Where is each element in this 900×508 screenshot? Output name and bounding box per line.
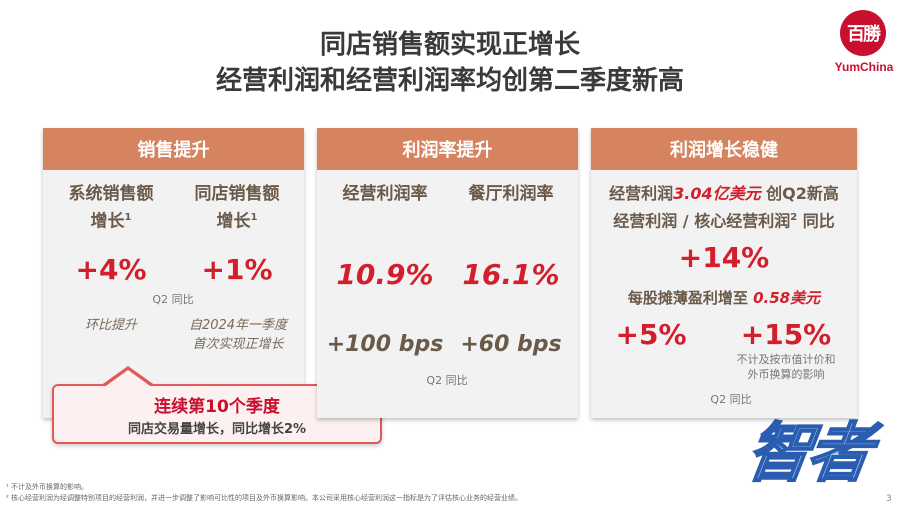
footnote-1: ¹ 不计及外币换算的影响。 [6, 483, 89, 491]
margin-period-label: Q2 同比 [426, 374, 468, 387]
same-store-sales-note: 自2024年一季度 首次实现正增长 [177, 316, 299, 354]
footnote-2: ² 核心经营利润为经调整特别项目的经营利润，并进一步调整了影响可比性的项目及外币… [6, 494, 523, 502]
same-store-sales-label: 同店销售额 增长1 [177, 182, 297, 234]
panel-sales-heading: 销售提升 [43, 128, 304, 170]
panel-sales: 销售提升 系统销售额 增长1 同店销售额 增长1 +4% +1% Q2 同比 环… [43, 128, 304, 418]
operating-profit-growth-value: +14% [678, 241, 770, 274]
restaurant-margin-value: 16.1% [462, 258, 560, 291]
core-profit-line: 经营利润 / 核心经营利润2 同比 [613, 211, 835, 231]
eps-note-line2: 外币换算的影响 [747, 368, 825, 381]
eps-adjusted-growth-value: +15% [740, 318, 832, 351]
eps-amount: 0.58美元 [753, 289, 821, 307]
yum-china-logo: 百勝 YumChina [832, 10, 894, 80]
eps-adjusted-note: 不计及按市值计价和 外币换算的影响 [721, 352, 851, 382]
callout-subtitle: 同店交易量增长，同比增长2% [127, 422, 307, 437]
panel-profit-heading: 利润增长稳健 [591, 128, 857, 170]
operating-margin-delta: +100 bps [326, 332, 444, 357]
system-sales-value: +4% [75, 253, 147, 286]
operating-profit-line: 经营利润3.04亿美元 创Q2新高 [609, 184, 839, 203]
eps-line: 每股摊薄盈利增至 0.58美元 [627, 289, 821, 307]
system-sales-label-line2: 增长1 [90, 211, 132, 232]
operating-margin-value: 10.9% [336, 258, 434, 291]
logo-emblem-icon: 百勝 [840, 10, 886, 56]
slide-title-line2: 经营利润和经营利润率均创第二季度新高 [215, 66, 684, 96]
operating-profit-amount: 3.04亿美元 [673, 184, 761, 203]
eps-note-line1: 不计及按市值计价和 [736, 353, 836, 366]
panel-margin-heading: 利润率提升 [317, 128, 578, 170]
same-store-sales-value: +1% [201, 253, 273, 286]
callout-title: 连续第10个季度 [154, 397, 280, 417]
panel-profit: 利润增长稳健 经营利润3.04亿美元 创Q2新高 经营利润 / 核心经营利润2 … [591, 128, 857, 418]
slide-title-line1: 同店销售额实现正增长 [319, 30, 580, 60]
same-store-sales-label-line2: 增长1 [216, 211, 258, 232]
operating-margin-label: 经营利润率 [342, 184, 428, 204]
system-sales-label-line1: 系统销售额 [68, 184, 154, 204]
system-sales-note: 环比提升 [84, 318, 137, 333]
panel-margin: 利润率提升 经营利润率 餐厅利润率 10.9% 16.1% +100 bps +… [317, 128, 578, 418]
same-store-note-line2: 首次实现正增长 [192, 337, 284, 352]
callout-pointer-fill [103, 370, 153, 388]
system-sales-label: 系统销售额 增长1 [51, 182, 171, 234]
eps-growth-value: +5% [615, 318, 687, 351]
restaurant-margin-delta: +60 bps [460, 332, 562, 357]
logo-brand-text: YumChina [834, 60, 894, 74]
watermark-text: 智者 [741, 416, 873, 492]
same-store-note-line1: 自2024年一季度 [188, 318, 288, 333]
watermark-stamp: 智者 [741, 402, 898, 502]
restaurant-margin-label: 餐厅利润率 [468, 184, 554, 204]
same-store-sales-label-line1: 同店销售额 [194, 184, 280, 204]
sales-period-label: Q2 同比 [152, 293, 194, 306]
page-number: 3 [886, 494, 892, 504]
profit-period-label: Q2 同比 [710, 393, 752, 406]
